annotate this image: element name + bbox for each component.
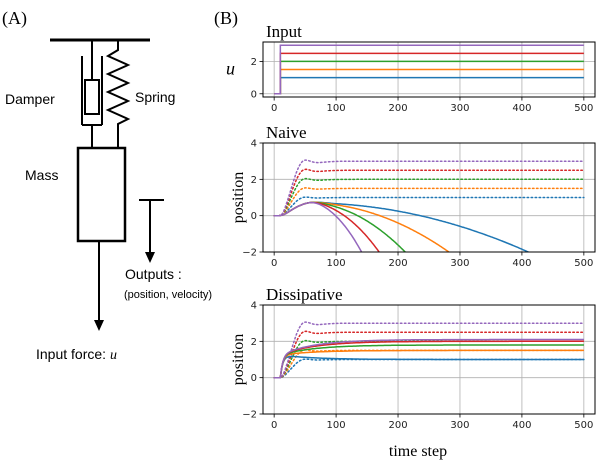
plot-title: Naive: [266, 123, 307, 142]
axes-frame: [262, 41, 596, 98]
x-tick-label: 500: [574, 103, 593, 114]
spring-icon: [105, 40, 131, 148]
series-lines: [274, 44, 584, 95]
spring-label: Spring: [135, 89, 175, 105]
x-axis-label: time step: [389, 443, 447, 460]
output-arrow: [139, 199, 164, 263]
mass-label: Mass: [25, 167, 58, 183]
naive-response-1: [274, 201, 531, 252]
x-tick-label: 100: [327, 103, 346, 114]
panel-a-label: (A): [2, 8, 27, 29]
x-tick-label: 400: [512, 420, 531, 431]
x-tick-label: 300: [450, 258, 469, 269]
axes-frame: [262, 142, 596, 253]
x-tick-label: 100: [327, 420, 346, 431]
x-tick-label: 0: [271, 103, 277, 114]
dissipative-response-4: [274, 340, 584, 379]
input-force-label: Input force: u: [36, 346, 117, 363]
true-response-4: [273, 168, 585, 217]
y-tick-label: 2: [251, 337, 257, 348]
series-lines: [273, 321, 585, 379]
input-force-arrow: [94, 241, 104, 331]
y-tick-label: −2: [242, 248, 257, 259]
naive-response-2: [274, 201, 451, 252]
plot-input: 0 100 200 300 400 500 0 2 Input u: [226, 22, 596, 114]
true-response-1: [273, 196, 585, 217]
plot-naive: 0 100 200 300 400 500 −2 0 2 4 Naive position: [230, 123, 596, 269]
damper-icon: [81, 40, 103, 148]
y-tick-label: −2: [242, 410, 257, 421]
true-response-5: [273, 321, 585, 379]
y-tick-label: 4: [251, 139, 257, 150]
y-axis-label: u: [226, 59, 235, 79]
naive-response-3: [274, 201, 407, 252]
panel-a-schematic: (A) Damper Spring Mass: [2, 8, 212, 363]
y-tick-label: 2: [251, 175, 257, 186]
x-tick-label: 300: [450, 420, 469, 431]
true-response-5: [273, 159, 585, 217]
plot-dissipative: 0 100 200 300 400 500 −2 0 2 4 Dissipative position: [230, 285, 596, 431]
input-series-5: [274, 44, 584, 95]
outputs-sublabel: (position, velocity): [124, 289, 212, 301]
dissipative-response-5: [274, 338, 584, 379]
x-tick-label: 200: [388, 420, 407, 431]
y-tick-label: 0: [251, 89, 257, 100]
dissipative-response-2: [274, 349, 584, 379]
x-tick-label: 400: [512, 258, 531, 269]
naive-response-4: [274, 201, 381, 252]
x-tick-label: 500: [574, 420, 593, 431]
damper-label: Damper: [5, 91, 55, 107]
x-tick-label: 200: [388, 103, 407, 114]
input-series-4: [274, 52, 584, 95]
input-series-1: [274, 76, 584, 95]
true-response-2: [273, 187, 585, 217]
axes-frame: [262, 304, 596, 415]
y-axis-label: position: [230, 334, 247, 386]
y-tick-label: 0: [251, 211, 257, 222]
x-tick-label: 300: [450, 103, 469, 114]
series-lines: [273, 159, 585, 252]
mass-block: [76, 146, 127, 243]
true-response-1: [273, 358, 585, 379]
panel-b-label: (B): [214, 8, 238, 29]
x-tick-label: 0: [271, 420, 277, 431]
x-tick-label: 200: [388, 258, 407, 269]
true-response-2: [273, 349, 585, 379]
x-tick-label: 0: [271, 258, 277, 269]
input-series-2: [274, 68, 584, 95]
x-tick-label: 100: [327, 258, 346, 269]
y-tick-label: 4: [251, 301, 257, 312]
plot-title: Dissipative: [266, 285, 343, 304]
true-response-3: [273, 177, 585, 217]
naive-response-5: [274, 201, 363, 252]
true-response-4: [273, 330, 585, 379]
x-tick-label: 500: [574, 258, 593, 269]
y-axis-label: position: [230, 172, 247, 224]
dissipative-response-3: [274, 344, 584, 379]
y-tick-label: 0: [251, 373, 257, 384]
dissipative-response-1: [274, 355, 584, 379]
plot-title: Input: [266, 22, 302, 41]
outputs-label: Outputs :: [125, 266, 182, 282]
x-tick-label: 400: [512, 103, 531, 114]
y-tick-label: 2: [251, 57, 257, 68]
